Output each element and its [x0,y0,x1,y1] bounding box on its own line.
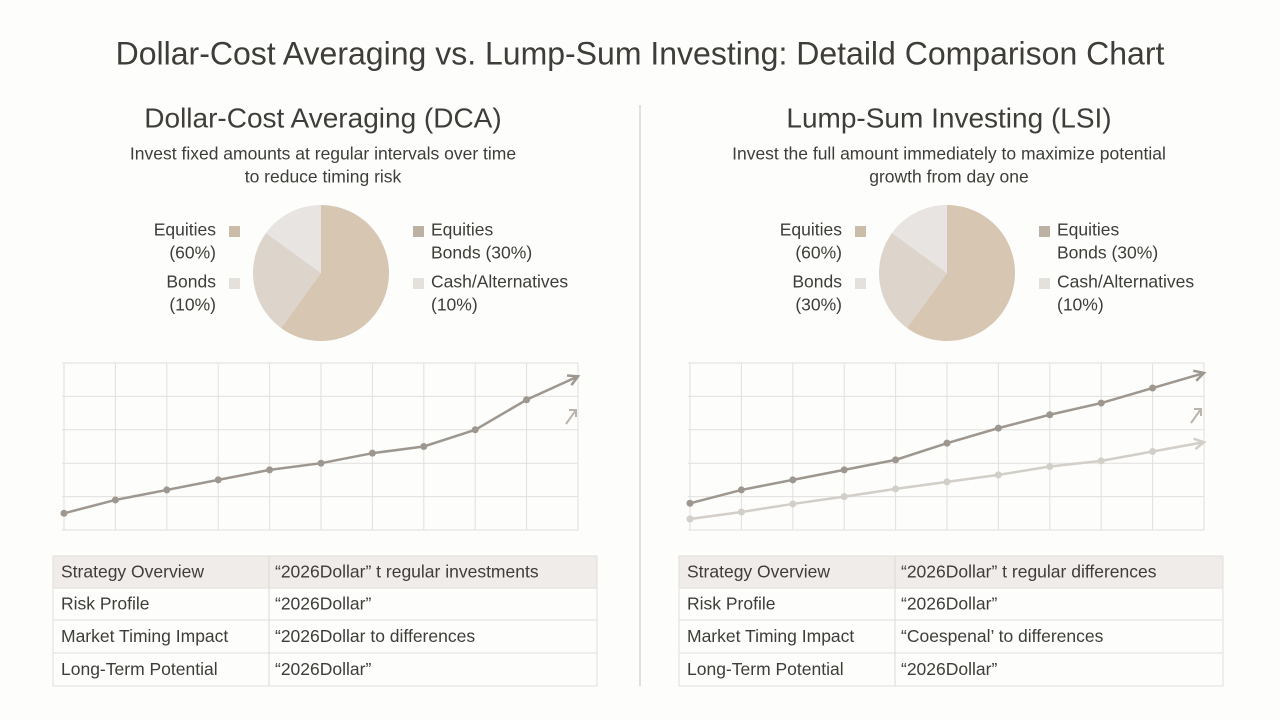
table-cell: Market Timing Impact [687,626,854,646]
table-row [52,587,598,621]
arrow-icon [1190,408,1202,424]
legend-label: Equities [154,220,217,240]
arrow-head [1192,369,1207,382]
table-cell: Long-Term Potential [61,659,218,679]
table-row [678,652,1224,687]
panel-description: to reduce timing risk [245,167,402,187]
data-point [60,509,68,517]
legend-swatch [229,226,240,237]
table-row [678,619,1224,654]
data-point [840,493,848,501]
data-point [111,496,119,504]
table-row [678,587,1224,621]
table-cell: Risk Profile [61,594,150,614]
legend-label: (10%) [169,295,216,315]
data-point [840,466,848,474]
data-point [737,486,745,494]
data-point [1046,463,1054,471]
data-point [420,443,428,450]
table-cell: Risk Profile [687,594,776,614]
table-row [52,652,598,687]
data-point [471,426,479,434]
pie-slice [879,233,947,329]
legend-label: Cash/Alternatives [1057,272,1194,292]
data-point [943,478,951,486]
legend-label: Equities [780,220,843,240]
pie-slice [891,205,947,273]
data-point [737,508,745,516]
data-point [214,476,222,484]
arrow-head [566,374,581,386]
legend-swatch [855,226,866,237]
panel-heading: Lump-Sum Investing (LSI) [786,102,1111,133]
legend-label: (10%) [431,295,478,315]
pie-slice [265,205,321,273]
panel-description: growth from day one [869,167,1029,187]
data-point [686,499,694,507]
table-row [678,555,1224,589]
legend-label: Equities [431,220,494,240]
data-point [789,476,797,484]
table-cell: “2026Dollar” t regular investments [275,562,539,582]
data-point [994,471,1002,479]
data-point [163,486,171,494]
panel-heading: Dollar-Cost Averaging (DCA) [144,102,501,133]
legend-label: Cash/Alternatives [431,272,568,292]
page-title: Dollar-Cost Averaging vs. Lump-Sum Inves… [116,35,1165,71]
data-point [1149,448,1157,456]
data-point [1046,411,1054,419]
legend-label: Bonds (30%) [1057,243,1158,263]
table-cell: Strategy Overview [687,562,830,582]
data-point [368,449,376,457]
table-cell: “2026Dollar” [901,594,997,614]
legend-label: (60%) [169,243,216,263]
table-cell: “2026Dollar” [275,594,371,614]
data-point [1097,399,1105,407]
legend-label: Bonds [166,272,216,292]
data-point [789,500,797,508]
table-cell: “Coespenal’ to differences [901,626,1104,646]
table-cell: “2026Dollar” [275,659,371,679]
legend-label: (30%) [795,295,842,315]
pie-slice [252,233,321,329]
legend-label: Bonds [792,272,842,292]
table-cell: “2026Dollar” [901,659,997,679]
table-cell: Market Timing Impact [61,626,228,646]
table-cell: Long-Term Potential [687,659,844,679]
table-cell: “2026Dollar to differences [275,626,475,646]
table-cell: “2026Dollar” t regular differences [901,562,1157,582]
legend-label: (60%) [795,243,842,263]
data-point [892,456,900,464]
legend-swatch [413,278,424,289]
pie-slice [281,205,390,341]
legend-swatch [413,226,424,237]
legend-label: Equities [1057,220,1120,240]
legend-label: (10%) [1057,295,1104,315]
data-point [686,515,694,523]
data-point [994,424,1002,432]
panel-description: Invest the full amount immediately to ma… [732,144,1166,164]
data-point [523,396,531,404]
data-point [317,459,325,467]
arrow-icon [565,409,577,425]
data-point [1097,457,1105,465]
arrow-head [1193,437,1207,451]
pie-slice [907,205,1016,341]
table-cell: Strategy Overview [61,562,204,582]
legend-swatch [1039,226,1050,237]
legend-label: Bonds (30%) [431,243,532,263]
data-point [266,466,274,474]
panel-description: Invest fixed amounts at regular interval… [130,144,516,164]
data-point [943,439,951,447]
legend-swatch [1039,278,1050,289]
data-point [1149,384,1157,392]
data-point [892,485,900,493]
legend-swatch [855,278,866,289]
legend-swatch [229,278,240,289]
